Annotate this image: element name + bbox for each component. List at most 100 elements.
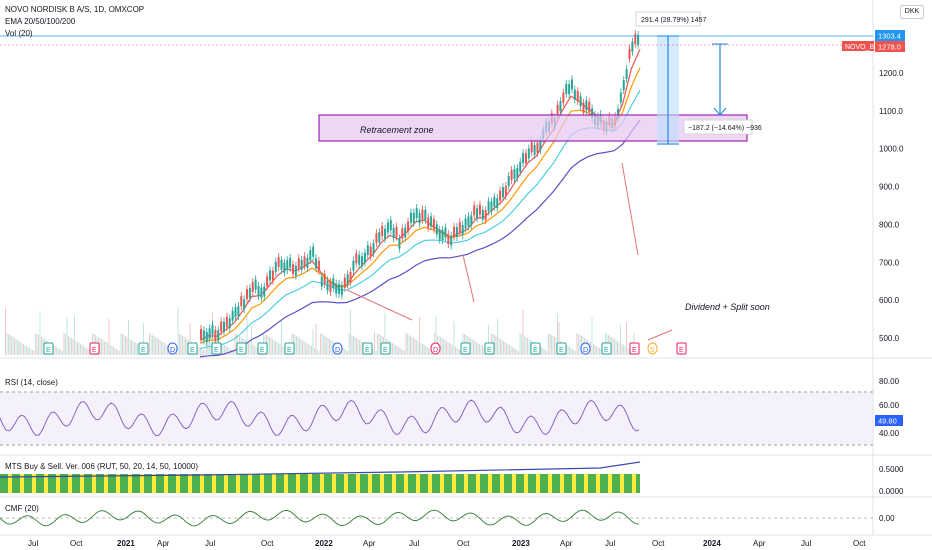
- annotation-arrow: [621, 162, 639, 256]
- cmf-line: [0, 509, 640, 527]
- rsi-tick-label: 80.00: [879, 377, 900, 386]
- mts-bar: [472, 474, 476, 493]
- volume-bar: [189, 323, 191, 355]
- mts-bar: [12, 474, 16, 493]
- candle-body: [332, 278, 335, 289]
- volume-bar: [137, 344, 138, 355]
- candle-body: [343, 277, 346, 288]
- candle-body: [527, 148, 530, 159]
- mts-bar: [360, 474, 364, 493]
- volume-bar: [501, 340, 503, 355]
- volume-bar: [618, 342, 620, 355]
- candle-body: [352, 260, 355, 271]
- mts-bar: [332, 474, 336, 493]
- mts-bar: [448, 474, 452, 493]
- x-tick-label: Apr: [753, 539, 766, 548]
- volume-bar: [224, 345, 225, 355]
- rsi-legend[interactable]: RSI (14, close): [5, 378, 58, 387]
- mts-bar: [500, 474, 504, 493]
- event-marker-label: E: [463, 347, 468, 354]
- volume-bar: [384, 313, 386, 355]
- volume-bar: [599, 348, 600, 355]
- price-tag-last-label: 1278.0: [878, 43, 901, 52]
- mts-bar: [356, 474, 360, 493]
- volume-bar: [99, 338, 101, 355]
- event-marker-label: E: [260, 347, 265, 354]
- mts-bar: [596, 474, 600, 493]
- volume-bar: [545, 350, 546, 355]
- mts-bar: [128, 474, 132, 493]
- candle-body: [257, 286, 260, 297]
- volume-bar: [203, 350, 204, 355]
- candle-body: [510, 170, 513, 180]
- event-marker-label: E: [190, 347, 195, 354]
- vol-legend[interactable]: Vol (20): [5, 29, 33, 38]
- cmf-legend[interactable]: CMF (20): [5, 504, 39, 513]
- volume-bar: [390, 342, 392, 355]
- volume-bar: [9, 335, 11, 355]
- x-tick-label: Oct: [652, 539, 665, 548]
- volume-bar: [507, 344, 509, 355]
- volume-bar: [20, 342, 21, 355]
- volume-bar: [108, 319, 110, 355]
- volume-bar: [33, 351, 35, 355]
- volume-bar: [248, 342, 249, 355]
- candle-body: [576, 90, 579, 101]
- mts-bar: [56, 474, 60, 493]
- volume-bar: [78, 343, 80, 355]
- volume-bar: [132, 341, 134, 355]
- mts-bar: [92, 474, 96, 493]
- volume-bar: [471, 339, 473, 355]
- volume-bar: [473, 340, 474, 355]
- candle-body: [461, 224, 464, 235]
- mts-bar: [276, 474, 280, 493]
- volume-bar: [413, 338, 414, 355]
- mts-bar: [176, 474, 180, 493]
- mts-bar: [324, 474, 328, 493]
- volume-bar: [378, 334, 380, 355]
- volume-bar: [164, 343, 165, 355]
- mts-bar: [256, 474, 260, 493]
- volume-bar: [317, 350, 318, 355]
- volume-bar: [24, 345, 26, 355]
- mts-bar: [60, 474, 64, 493]
- volume-bar: [405, 333, 407, 355]
- rsi-line: [0, 399, 640, 437]
- ticker-tag-label: NOVO_B: [845, 44, 875, 51]
- volume-bar: [621, 344, 623, 355]
- mts-bar: [284, 474, 288, 493]
- volume-bar: [71, 338, 72, 355]
- cmf-tick-label: 0.00: [879, 514, 895, 523]
- volume-bar: [416, 340, 417, 355]
- candle-body: [312, 246, 315, 257]
- volume-bar: [75, 341, 77, 355]
- candle-body: [430, 216, 433, 227]
- mts-legend[interactable]: MTS Buy & Sell. Ver. 006 (RUT, 50, 20, 1…: [5, 462, 198, 471]
- volume-bar: [270, 338, 272, 355]
- mts-bar: [48, 474, 52, 493]
- candle-body: [401, 228, 404, 239]
- mts-bar: [64, 474, 68, 493]
- volume-bar: [278, 343, 279, 355]
- currency-button[interactable]: DKK: [900, 5, 924, 19]
- candle-body: [384, 228, 387, 239]
- mts-bar: [152, 474, 156, 493]
- volume-bar: [222, 344, 224, 355]
- candle-body: [231, 310, 234, 321]
- volume-bar: [408, 335, 410, 355]
- volume-bar: [414, 339, 416, 355]
- volume-bar: [407, 334, 408, 355]
- volume-bar: [615, 340, 617, 355]
- candle-body: [421, 209, 424, 220]
- volume-bar: [251, 326, 252, 355]
- mts-bar: [184, 474, 188, 493]
- candle-body: [588, 101, 591, 112]
- ema-legend[interactable]: EMA 20/50/100/200: [5, 17, 76, 26]
- candle-body: [455, 227, 458, 237]
- volume-bar: [447, 342, 449, 355]
- volume-bar: [330, 340, 332, 355]
- mts-bar: [252, 474, 256, 493]
- ema200-line: [199, 119, 641, 358]
- volume-bar: [555, 338, 557, 355]
